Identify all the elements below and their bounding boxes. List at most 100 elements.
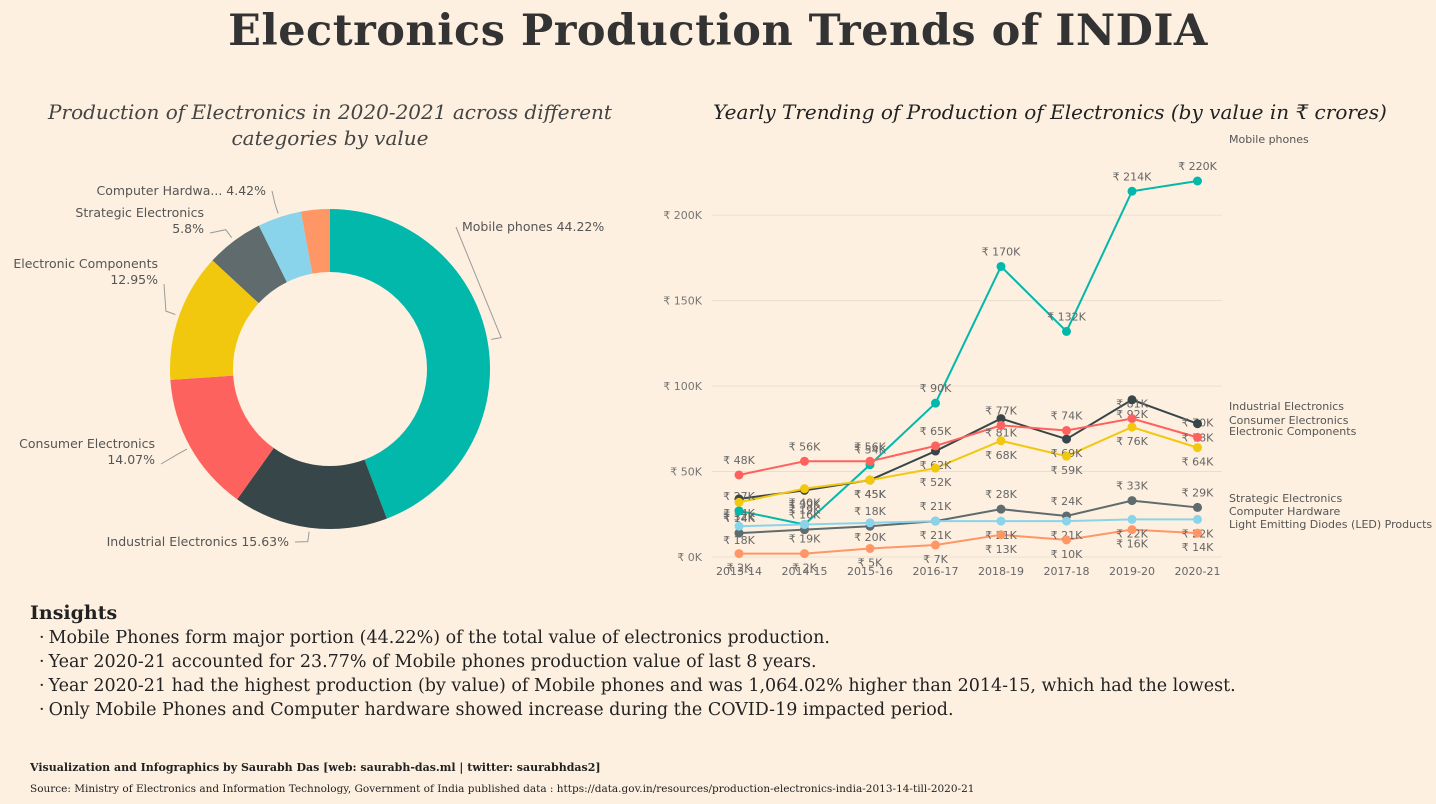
data-label: ₹ 16K <box>789 509 821 522</box>
data-label: ₹ 29K <box>1182 486 1214 499</box>
point-light-emitting-diodes-led-products[interactable] <box>800 549 809 559</box>
donut-slice-mobile-phones[interactable] <box>330 209 491 519</box>
point-mobile-phones[interactable] <box>931 398 940 408</box>
donut-slice-consumer-electronics[interactable] <box>170 375 274 500</box>
donut-leader-line <box>209 229 233 239</box>
point-strategic-electronics[interactable] <box>996 504 1006 514</box>
point-light-emitting-diodes-led-products[interactable] <box>931 540 940 550</box>
point-light-emitting-diodes-led-products[interactable] <box>1062 535 1071 545</box>
point-computer-hardware[interactable] <box>734 521 744 531</box>
point-light-emitting-diodes-led-products[interactable] <box>1193 528 1202 538</box>
x-tick-label: 2015-16 <box>847 565 893 578</box>
point-electronic-components[interactable] <box>1193 443 1202 453</box>
donut-slice-computer-hardware[interactable] <box>258 211 313 283</box>
point-light-emitting-diodes-led-products[interactable] <box>865 543 875 553</box>
series-line-consumer-electronics[interactable] <box>738 417 1198 476</box>
y-tick-label: ₹ 50K <box>670 466 702 479</box>
data-label: ₹ 52K <box>920 476 952 489</box>
donut-label: Consumer Electronics <box>19 436 155 451</box>
point-consumer-electronics[interactable] <box>800 456 809 466</box>
data-label: ₹ 20K <box>854 531 886 544</box>
point-consumer-electronics[interactable] <box>1062 426 1071 436</box>
data-label: ₹ 14K <box>723 512 755 525</box>
point-strategic-electronics[interactable] <box>1193 502 1202 512</box>
point-electronic-components[interactable] <box>1062 451 1071 461</box>
series-line-strategic-electronics[interactable] <box>738 499 1198 535</box>
point-electronic-components[interactable] <box>865 475 875 485</box>
data-label: ₹ 19K <box>789 533 821 546</box>
y-tick-label: ₹ 100K <box>663 380 702 393</box>
data-label: ₹ 214K <box>1113 170 1152 183</box>
data-label: ₹ 56K <box>854 440 886 453</box>
legend-label-strategic-electronics: Strategic Electronics <box>1229 492 1342 505</box>
data-label: ₹ 13K <box>985 543 1017 556</box>
point-industrial-electronics[interactable] <box>1062 434 1071 444</box>
point-computer-hardware[interactable] <box>931 516 940 526</box>
point-computer-hardware[interactable] <box>1127 514 1137 524</box>
point-computer-hardware[interactable] <box>800 520 809 530</box>
data-label: ₹ 16K <box>1116 538 1148 551</box>
point-mobile-phones[interactable] <box>1127 186 1137 196</box>
point-industrial-electronics[interactable] <box>1127 395 1137 405</box>
donut-slice-strategic-electronics[interactable] <box>212 225 287 304</box>
donut-slice-light-emitting-diodes-led-products[interactable] <box>300 209 330 274</box>
point-consumer-electronics[interactable] <box>996 420 1006 430</box>
point-light-emitting-diodes-led-products[interactable] <box>996 530 1006 540</box>
line-chart-title: Yearly Trending of Production of Electro… <box>713 100 1387 124</box>
point-consumer-electronics[interactable] <box>1127 414 1137 424</box>
data-label: ₹ 132K <box>1047 310 1086 323</box>
point-strategic-electronics[interactable] <box>734 528 744 538</box>
point-consumer-electronics[interactable] <box>734 470 744 480</box>
donut-leader-line <box>163 283 176 315</box>
point-light-emitting-diodes-led-products[interactable] <box>734 549 744 559</box>
data-label: ₹ 32K <box>723 510 755 523</box>
insight-item: · Only Mobile Phones and Computer hardwar… <box>39 700 954 720</box>
donut-slice-electronic-components[interactable] <box>170 260 259 380</box>
point-mobile-phones[interactable] <box>1062 326 1071 336</box>
point-strategic-electronics[interactable] <box>1127 496 1137 506</box>
point-consumer-electronics[interactable] <box>931 441 940 451</box>
data-label: ₹ 7K <box>923 553 948 566</box>
point-computer-hardware[interactable] <box>1193 514 1202 524</box>
point-computer-hardware[interactable] <box>996 516 1006 526</box>
data-label: ₹ 45K <box>854 488 886 501</box>
point-electronic-components[interactable] <box>734 497 744 507</box>
point-industrial-electronics[interactable] <box>996 414 1006 424</box>
point-electronic-components[interactable] <box>1127 422 1137 432</box>
series-line-mobile-phones[interactable] <box>738 180 1198 526</box>
data-label: ₹ 2K <box>792 562 817 575</box>
data-label: ₹ 68K <box>985 449 1017 462</box>
y-tick-label: ₹ 0K <box>677 551 702 564</box>
donut-label: 12.95% <box>110 272 158 287</box>
donut-label: Industrial Electronics 15.63% <box>107 534 289 549</box>
point-electronic-components[interactable] <box>996 436 1006 446</box>
point-mobile-phones[interactable] <box>1193 176 1202 186</box>
data-label: ₹ 45K <box>854 488 886 501</box>
series-line-electronic-components[interactable] <box>738 426 1198 504</box>
series-line-computer-hardware[interactable] <box>738 518 1198 528</box>
line-chart: ₹ 0K ₹ 50K ₹ 100K ₹ 150K ₹ 200K 2013-14 2014-1… <box>663 133 1432 578</box>
point-consumer-electronics[interactable] <box>865 456 875 466</box>
data-label: ₹ 5K <box>858 556 883 569</box>
data-label: ₹ 74K <box>1051 410 1083 423</box>
donut-chart: Mobile phones 44.22% Industrial Electroni… <box>13 183 604 549</box>
point-mobile-phones[interactable] <box>996 261 1006 271</box>
point-consumer-electronics[interactable] <box>1193 432 1202 442</box>
legend-label-electronic-components: Electronic Components <box>1229 425 1357 438</box>
source-line: Source: Ministry of Electronics and Info… <box>30 783 975 795</box>
data-label: ₹ 18K <box>723 534 755 547</box>
point-computer-hardware[interactable] <box>1062 516 1071 526</box>
point-light-emitting-diodes-led-products[interactable] <box>1127 525 1137 535</box>
legend-label-mobile-phones: Mobile phones <box>1229 133 1309 146</box>
point-computer-hardware[interactable] <box>865 518 875 528</box>
donut-slice-industrial-electronics[interactable] <box>237 448 387 529</box>
donut-label: Strategic Electronics <box>75 205 204 220</box>
point-mobile-phones[interactable] <box>734 506 744 516</box>
point-industrial-electronics[interactable] <box>1193 419 1202 429</box>
point-electronic-components[interactable] <box>931 463 940 473</box>
data-label: ₹ 64K <box>1182 456 1214 469</box>
data-label: ₹ 48K <box>723 454 755 467</box>
data-label: ₹ 76K <box>1116 435 1148 448</box>
point-electronic-components[interactable] <box>800 484 809 494</box>
series-line-light-emitting-diodes-led-products[interactable] <box>739 528 1198 555</box>
